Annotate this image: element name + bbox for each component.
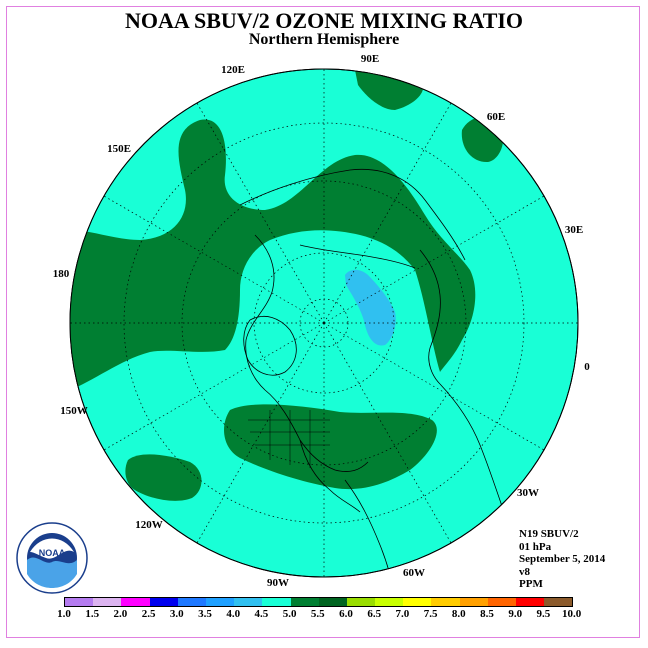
lon-label-150w: 150W [60,405,88,417]
map-title: NOAA SBUV/2 OZONE MIXING RATIO [124,8,524,33]
colorbar-tick-label: 6.0 [339,608,353,620]
colorbar-tick-label: 10.0 [561,608,582,620]
colorbar-tick-label: 1.0 [57,608,71,620]
colorbar-tick-label: 9.5 [536,608,551,620]
lon-label-30e: 30E [565,224,583,236]
meridian-60e [323,102,452,324]
coastline-central-america [299,439,361,513]
colorbar-tick-label: 3.0 [169,608,184,620]
ozone-region-low [345,269,396,346]
logo-text: NOAA [39,548,66,558]
meridian-150w [103,322,325,451]
coastline-greenland [243,316,297,376]
state-borders [248,410,330,468]
colorbar-tick-label: 2.0 [113,608,128,620]
colorbar-tick-label: 9.0 [508,608,523,620]
colorbar-tick-label: 4.0 [226,608,241,620]
lon-label-60w: 60W [403,567,425,579]
colorbar-segment [431,598,460,606]
lon-label-90e: 90E [361,53,379,65]
colorbar-segment [65,598,94,606]
figure-frame [6,6,640,638]
colorbar-segment [318,598,347,606]
noaa-logo: NOAA [16,522,88,594]
colorbar-segment [403,598,432,606]
meridian-60w [323,322,452,544]
ozone-region-pacific [70,119,476,390]
colorbar-segment [516,598,545,606]
info-pressure-level: 01 hPa [519,540,552,553]
meridian-150e [103,195,325,324]
colorbar-tick-label: 3.5 [198,608,212,620]
colorbar-segment [544,598,573,606]
lon-label-180: 180 [53,268,70,280]
lon-label-120w: 120W [135,519,163,531]
colorbar-tick-label: 7.0 [395,608,410,620]
colorbar-segment [234,598,263,606]
colorbar-tick-label: 7.5 [423,608,438,620]
lon-label-0: 0 [584,361,590,373]
colorbar-tick-label: 8.5 [480,608,494,620]
lon-label-120e: 120E [221,64,245,76]
colorbar-tick-label: 5.0 [282,608,297,620]
lon-label-60e: 60E [487,111,505,123]
info-date: September 5, 2014 [519,553,606,565]
colorbar-tick-label: 4.5 [254,608,269,620]
meridian-30w [323,322,545,451]
colorbar-tick-label: 8.0 [451,608,466,620]
colorbar-segment [262,598,291,606]
colorbar-tick-label: 1.5 [85,608,100,620]
colorbar-tick-label: 2.5 [141,608,156,620]
parallel-60n [253,252,395,394]
colorbar-segment [290,598,319,606]
parallel-80n [299,298,349,348]
coastline-siberia [299,244,416,269]
map-border [69,68,579,578]
info-version: v8 [519,565,530,578]
info-units: PPM [519,578,543,590]
lon-label-30w: 30W [517,487,539,499]
map-subtitle: Northern Hemisphere [248,31,400,48]
coastline-north-america [245,234,369,472]
info-block: N19 SBUV/2 01 hPa September 5, 2014 v8 P… [519,528,605,591]
colorbar-segment [177,598,206,606]
colorbar-segment [149,598,178,606]
ozone-region-pacific-south [125,454,202,501]
colorbar-segment [93,598,122,606]
meridian-30e [323,195,545,324]
colorbar [64,597,574,607]
parallel-40n [181,180,467,466]
meridian-120w [196,322,325,544]
info-satellite: N19 SBUV/2 [519,528,579,540]
meridian-120e [196,102,325,324]
coastline-south-america [344,479,395,577]
colorbar-tick-label: 6.5 [367,608,382,620]
colorbar-segment [487,598,516,606]
colorbar-segment [121,598,150,606]
colorbar-segment [346,598,376,606]
colorbar-segment [205,598,235,606]
parallel-20n [123,122,525,524]
colorbar-segment [375,598,404,606]
lon-label-150e: 150E [107,143,131,155]
ozone-region-atlantic [224,404,437,490]
colorbar-segment [459,598,488,606]
colorbar-tick-label: 5.5 [310,608,325,620]
colorbar-ticks: 1.0 1.5 2.0 2.5 3.0 3.5 4.0 4.5 5.0 5.5 6.0 6.5 7.0 7… [50,608,610,622]
lon-label-90w: 90W [267,577,289,589]
